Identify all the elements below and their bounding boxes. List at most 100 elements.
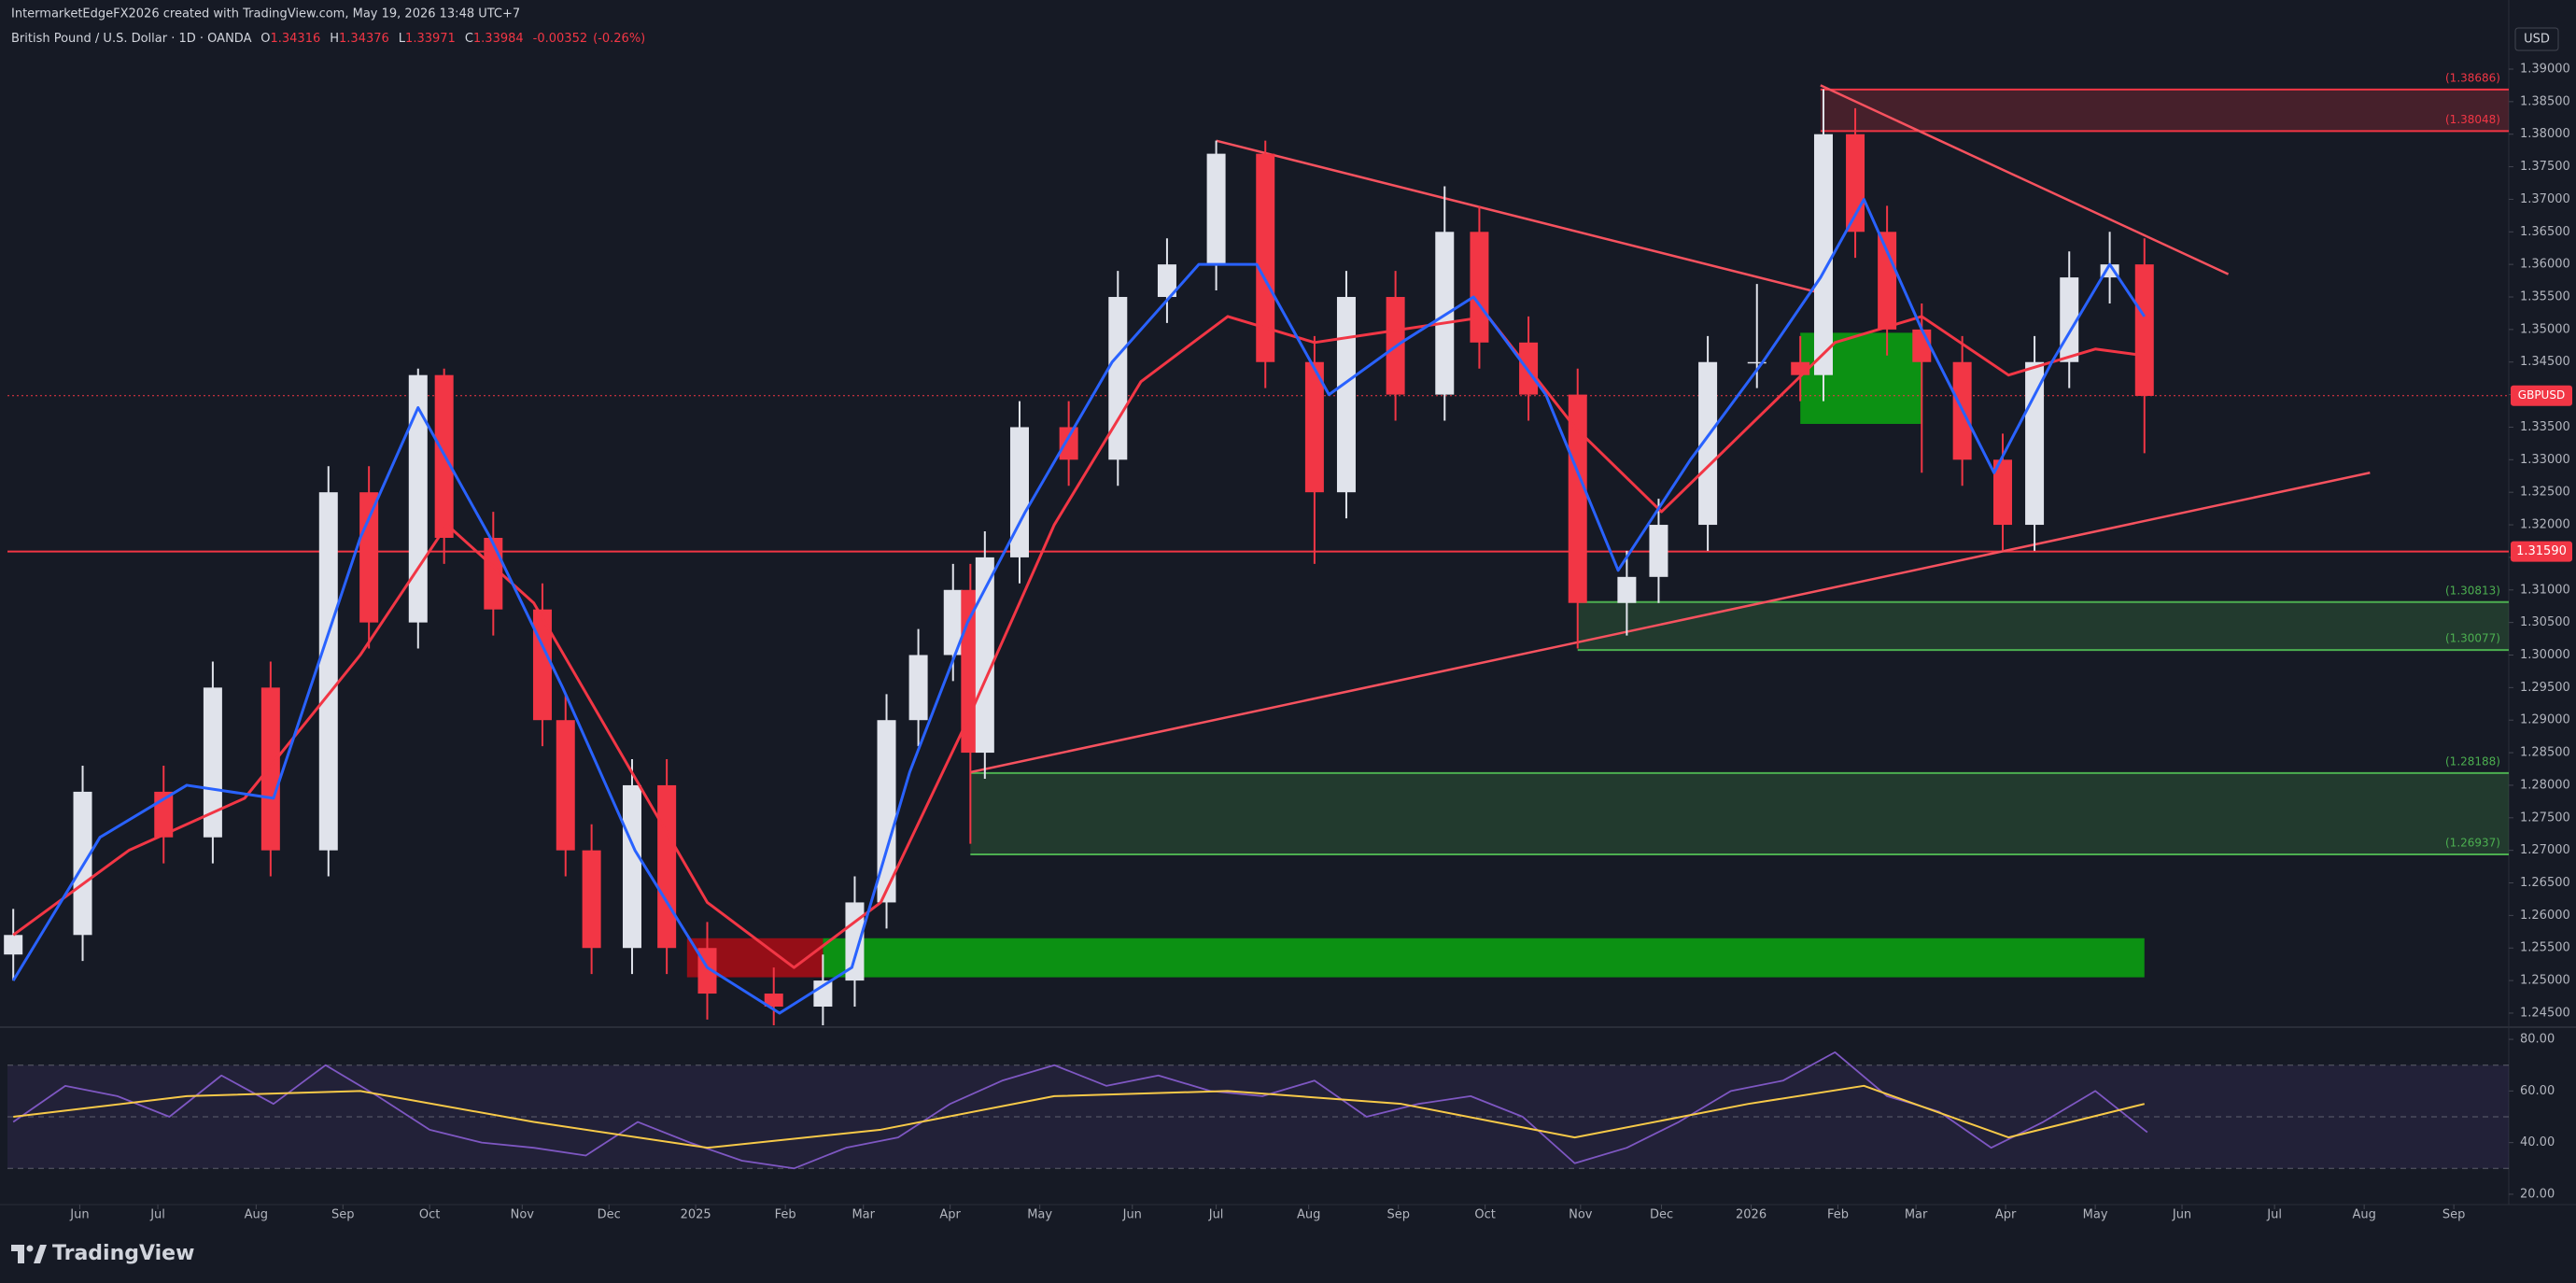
y-tick-label: 1.25000: [2520, 974, 2570, 988]
x-tick-label: Jun: [69, 1208, 89, 1222]
candle-body: [1912, 329, 1932, 362]
y-tick-label: 1.32000: [2520, 518, 2570, 532]
candle-body: [1878, 232, 1897, 330]
candle-body: [1698, 361, 1718, 526]
candle-body: [1009, 427, 1029, 557]
price-level-label: 1.31590: [2516, 544, 2567, 558]
ohlc-key: O: [260, 32, 270, 46]
x-tick-label: Sep: [2442, 1208, 2466, 1222]
candle-body: [1993, 459, 2013, 526]
change-pct: (-0.26%): [593, 32, 645, 46]
y-tick-label: 1.38000: [2520, 127, 2570, 141]
y-tick-label: 1.32500: [2520, 486, 2570, 500]
block: [823, 938, 2145, 978]
x-tick-label: Oct: [1474, 1208, 1495, 1222]
candle-body: [556, 720, 575, 851]
x-tick-label: Sep: [331, 1208, 355, 1222]
rsi-tick-label: 40.00: [2520, 1135, 2555, 1149]
candle-body: [1649, 525, 1668, 577]
brand: TradingView: [52, 1242, 194, 1265]
main-pane: [4, 84, 2509, 1025]
y-tick-label: 1.36500: [2520, 225, 2570, 239]
candle-body: [4, 935, 23, 955]
x-tick-label: Jun: [1122, 1208, 1142, 1222]
x-tick-label: Mar: [1905, 1208, 1928, 1222]
candle-body: [1256, 153, 1275, 362]
symbol-line: British Pound / U.S. Dollar · 1D · OANDA…: [11, 32, 645, 46]
credit: IntermarketEdgeFX2026 created with Tradi…: [11, 7, 520, 21]
x-tick-label: May: [1027, 1208, 1052, 1222]
y-tick-label: 1.26000: [2520, 909, 2570, 923]
rsi-tick-label: 20.00: [2520, 1187, 2555, 1201]
currency[interactable]: USD: [2524, 33, 2550, 47]
trend-line: [1820, 84, 2230, 275]
y-tick-label: 1.34500: [2520, 355, 2570, 369]
zone: [970, 772, 2509, 855]
axes: 1.39000 1.38500 1.38000 1.37500 1.37000 1.365…: [69, 62, 2572, 1222]
candle-body: [1747, 361, 1767, 364]
candle-body: [845, 902, 865, 981]
y-tick-label: 1.31000: [2520, 583, 2570, 597]
candle-body: [318, 492, 338, 851]
x-tick-label: Aug: [245, 1208, 268, 1222]
y-tick-label: 1.33000: [2520, 453, 2570, 467]
ohlc-value: 1.33984: [473, 32, 524, 46]
y-tick-label: 1.26500: [2520, 876, 2570, 890]
currency-box[interactable]: [2514, 27, 2559, 51]
change: -0.00352: [533, 32, 587, 46]
moving-average: [11, 197, 2147, 1015]
zone-top-label: (1.28188): [2445, 754, 2500, 768]
rsi-tick-label: 80.00: [2520, 1033, 2555, 1047]
y-tick-label: 1.28500: [2520, 746, 2570, 760]
candle-body: [1157, 264, 1176, 298]
y-tick-label: 1.39000: [2520, 62, 2570, 76]
x-tick-label: Nov: [1569, 1208, 1593, 1222]
candle-body: [908, 655, 928, 721]
ohlc-key: C: [465, 32, 473, 46]
last-price-label: GBPUSD: [2518, 388, 2565, 402]
zone-top-label: (1.30813): [2445, 584, 2500, 597]
zone-bottom-label: (1.38048): [2445, 113, 2500, 126]
candle-body: [1470, 232, 1489, 343]
candle-body: [943, 589, 963, 656]
x-tick-label: Mar: [852, 1208, 875, 1222]
x-tick-label: Oct: [419, 1208, 440, 1222]
y-tick-label: 1.30000: [2520, 648, 2570, 662]
ohlc-value: 1.34316: [270, 32, 320, 46]
candle-body: [582, 850, 601, 949]
x-tick-label: Aug: [1297, 1208, 1320, 1222]
x-tick-label: Feb: [1827, 1208, 1849, 1222]
candle-body: [764, 994, 783, 1007]
y-tick-label: 1.33500: [2520, 420, 2570, 434]
ohlc-value: 1.34376: [339, 32, 389, 46]
candle-body: [1568, 394, 1587, 603]
candle-body: [2025, 361, 2045, 526]
candle-body: [975, 557, 994, 754]
candle-body: [877, 720, 896, 903]
logo: [11, 1245, 47, 1263]
y-tick-label: 1.29500: [2520, 681, 2570, 695]
candle-body: [1435, 232, 1455, 395]
candle-body: [657, 784, 677, 949]
x-tick-label: Jun: [2172, 1208, 2191, 1222]
candle-body: [1617, 576, 1637, 603]
x-tick-label: Feb: [775, 1208, 796, 1222]
y-tick-label: 1.35000: [2520, 322, 2570, 336]
x-tick-label: 2026: [1736, 1208, 1767, 1222]
symbol: British Pound / U.S. Dollar · 1D · OANDA: [11, 32, 252, 46]
zone-bottom-label: (1.26937): [2445, 837, 2500, 850]
y-tick-label: 1.37000: [2520, 192, 2570, 206]
y-tick-label: 1.28000: [2520, 778, 2570, 792]
x-tick-label: 2025: [681, 1208, 711, 1222]
rsi-pane: [7, 1050, 2509, 1170]
ohlc-key: L: [399, 32, 406, 46]
zone-bottom-label: (1.30077): [2445, 632, 2500, 645]
candle-body: [1336, 297, 1356, 493]
moving-average: [12, 315, 2145, 969]
candle-body: [2134, 264, 2154, 396]
candle-body: [1108, 297, 1128, 460]
candle-body: [1206, 153, 1226, 265]
rsi-ma: [13, 1084, 2146, 1149]
